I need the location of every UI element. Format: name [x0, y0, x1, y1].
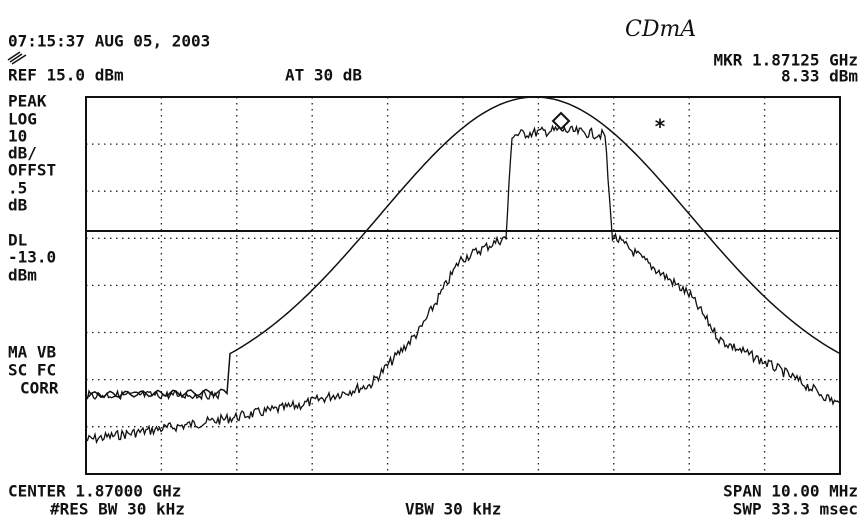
marker-level: 8.33 dBm: [781, 67, 858, 86]
marker-freq: MKR 1.87125 GHz: [714, 51, 859, 70]
vbw: VBW 30 kHz: [405, 500, 501, 519]
center-freq: CENTER 1.87000 GHz: [8, 482, 181, 501]
side-label: OFFST: [8, 161, 56, 180]
timestamp: 07:15:37 AUG 05, 2003: [8, 32, 210, 51]
plot-frame: [85, 96, 841, 475]
span: SPAN 10.00 MHz: [723, 482, 858, 501]
side-label: DL: [8, 231, 27, 250]
side-label: 10: [8, 127, 27, 146]
grid: [86, 97, 840, 474]
ref-level: REF 15.0 dBm: [8, 66, 124, 85]
marker: [551, 111, 571, 131]
side-label: CORR: [20, 379, 59, 398]
side-label: SC FC: [8, 361, 56, 380]
side-label: dB: [8, 196, 28, 215]
side-label: dBm: [8, 266, 37, 285]
lower-trace: [85, 388, 221, 401]
handwritten-note: CDmA: [625, 17, 696, 42]
side-label: MA VB: [8, 343, 57, 362]
icon: [7, 51, 27, 65]
res-bw: #RES BW 30 kHz: [50, 500, 185, 519]
asterisk: *: [654, 115, 666, 139]
attenuation: AT 30 dB: [285, 66, 362, 85]
filter-trace: [85, 96, 840, 399]
side-label: .5: [8, 179, 27, 198]
signal-trace: [85, 124, 840, 445]
side-label: LOG: [8, 110, 37, 129]
side-label: PEAK: [8, 92, 47, 111]
side-label: dB/: [8, 144, 37, 163]
sweep: SWP 33.3 msec: [733, 500, 858, 519]
side-label: -13.0: [8, 248, 56, 267]
